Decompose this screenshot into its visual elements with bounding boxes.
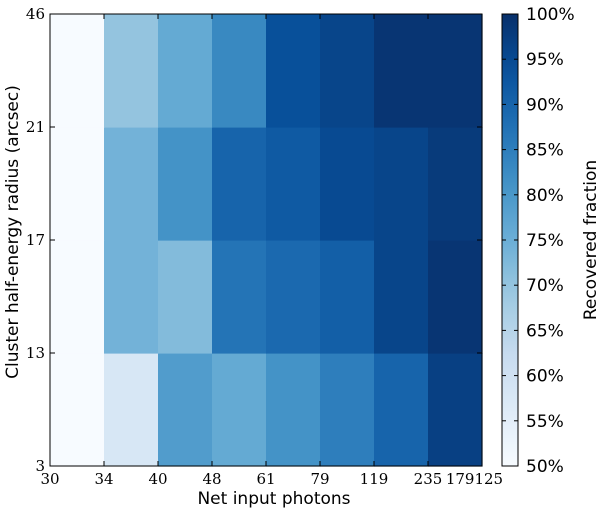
y-axis-label: Cluster half-energy radius (arcsec) <box>3 85 23 379</box>
heatmap-cell <box>50 127 105 241</box>
heatmap-cell <box>374 240 429 354</box>
heatmap-cell <box>320 14 375 128</box>
heatmap-cell <box>428 240 483 354</box>
colorbar-tick-label: 65% <box>526 321 564 341</box>
x-tick-label: 25 <box>484 470 503 488</box>
y-tick-label: 13 <box>26 344 45 362</box>
colorbar-tick-label: 75% <box>526 231 564 251</box>
heatmap-cell <box>158 240 213 354</box>
heatmap-cell <box>212 127 267 241</box>
colorbar-tick-label: 55% <box>526 412 564 432</box>
heatmap-cell <box>158 14 213 128</box>
heatmap-cell <box>266 353 321 467</box>
x-tick-label: 30 <box>40 470 59 488</box>
heatmap-cell <box>212 353 267 467</box>
colorbar-tick-label: 70% <box>526 276 564 296</box>
x-tick-label: 61 <box>256 470 275 488</box>
heatmap-cell <box>266 14 321 128</box>
heatmap-cell <box>50 353 105 467</box>
x-axis-label: Net input photons <box>197 489 350 509</box>
colorbar-tick-label: 90% <box>526 95 564 115</box>
y-tick-label: 21 <box>26 118 45 136</box>
heatmap-cell <box>428 14 483 128</box>
heatmap-cell <box>104 353 159 467</box>
colorbar-tick-label: 50% <box>526 457 564 477</box>
colorbar-ticks: 50% 55% 60% 65% 70% 75% 80% 85% 90% 95% 100% <box>502 5 575 477</box>
x-tick-label: 79 <box>310 470 329 488</box>
heatmap-cell <box>320 353 375 467</box>
colorbar-tick-label: 60% <box>526 367 564 387</box>
heatmap-cell <box>50 14 105 128</box>
heatmap-cell <box>104 240 159 354</box>
heatmap-cell <box>50 240 105 354</box>
x-tick-label: 235 <box>414 470 443 488</box>
heatmap-cell <box>212 240 267 354</box>
y-axis-ticks: 3 13 17 21 46 <box>26 5 482 475</box>
heatmap-cell <box>266 240 321 354</box>
heatmap-cell <box>104 127 159 241</box>
heatmap-cell <box>374 14 429 128</box>
heatmap-cell <box>374 353 429 467</box>
x-tick-label: 1791 <box>446 470 484 488</box>
colorbar-tick-label: 80% <box>526 186 564 206</box>
colorbar-tick-label: 100% <box>526 5 575 25</box>
heatmap-cell <box>104 14 159 128</box>
x-axis-ticks: 30 34 40 48 61 79 119 235 1791 25 <box>40 14 503 488</box>
heatmap-cell <box>428 353 483 467</box>
y-tick-label: 46 <box>26 5 45 23</box>
heatmap-cell <box>320 240 375 354</box>
heatmap-cell <box>428 127 483 241</box>
x-tick-label: 34 <box>94 470 113 488</box>
colorbar-tick-label: 85% <box>526 141 564 161</box>
heatmap-cell <box>266 127 321 241</box>
heatmap-cell <box>212 14 267 128</box>
heatmap-cell <box>374 127 429 241</box>
heatmap-cells <box>50 14 483 467</box>
heatmap-cell <box>158 127 213 241</box>
y-tick-label: 17 <box>26 231 45 249</box>
y-tick-label: 3 <box>35 457 45 475</box>
colorbar-label: Recovered fraction <box>581 160 600 320</box>
x-tick-label: 119 <box>360 470 389 488</box>
colorbar-tick-label: 95% <box>526 50 564 70</box>
heatmap-cell <box>320 127 375 241</box>
x-tick-label: 48 <box>202 470 221 488</box>
heatmap-cell <box>158 353 213 467</box>
x-tick-label: 40 <box>148 470 167 488</box>
